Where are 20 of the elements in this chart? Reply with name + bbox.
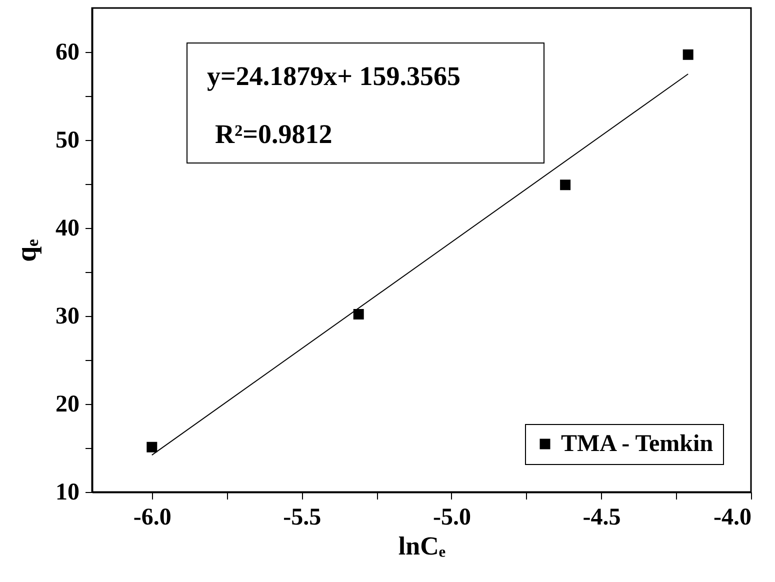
x-tick-label: -4.5 [582, 504, 621, 530]
point [146, 442, 158, 452]
y-tick-label: 20 [56, 392, 80, 418]
x-axis-title: lnCₑ [398, 532, 446, 560]
point [353, 308, 364, 320]
y-axis-title: qₑ [12, 239, 42, 262]
x-tick-label: -4.0 [714, 504, 752, 530]
annotation: R²=0.9812 [215, 119, 332, 149]
x-tick-label: -5.5 [283, 504, 322, 530]
point [682, 49, 694, 60]
y-tick-label: 40 [56, 216, 80, 242]
x-tick-label: -5.0 [432, 504, 471, 530]
y-tick-label: 60 [56, 40, 80, 66]
x-tick-label: -6.0 [133, 504, 172, 530]
legend-label: TMA - Temkin [561, 431, 714, 457]
y-tick-label: 50 [56, 128, 80, 154]
point [560, 180, 571, 190]
annotation: y=24.1879x+ 159.3565 [207, 61, 461, 91]
y-tick-label: 30 [56, 304, 80, 330]
y-tick-label: 10 [56, 480, 80, 506]
